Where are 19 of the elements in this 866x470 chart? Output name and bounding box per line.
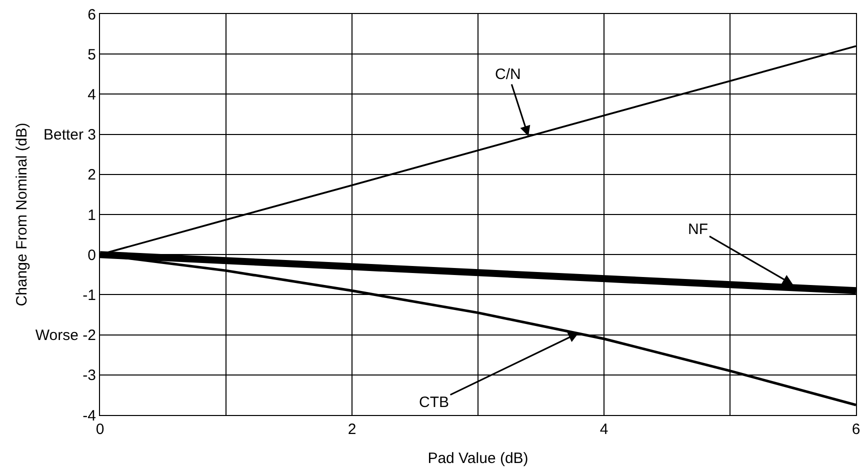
y-tick-label: -3 — [82, 367, 96, 384]
y-tick-label: 4 — [88, 86, 96, 104]
y-tick-label: -1 — [82, 286, 96, 304]
y-tick-label: -4 — [82, 407, 96, 424]
annotation: CTB — [419, 394, 449, 411]
annotation: NF — [688, 221, 708, 238]
y-tick-label: 1 — [88, 206, 96, 224]
y-tick-label: 2 — [88, 166, 96, 184]
x-axis-title: Pad Value (dB) — [428, 450, 528, 467]
x-tick-label: 4 — [600, 421, 608, 438]
x-tick-label: 2 — [348, 421, 356, 438]
x-tick-label: 6 — [852, 421, 860, 438]
y-tick-label: 6 — [88, 6, 96, 24]
y-tick-label: Worse -2 — [35, 327, 96, 344]
y-tick-label: 5 — [88, 46, 96, 64]
y-tick-label: 0 — [88, 246, 96, 264]
y-tick-label: Better 3 — [43, 126, 96, 144]
annotation: C/N — [495, 66, 521, 83]
y-axis-title: Change From Nominal (dB) — [14, 122, 31, 306]
